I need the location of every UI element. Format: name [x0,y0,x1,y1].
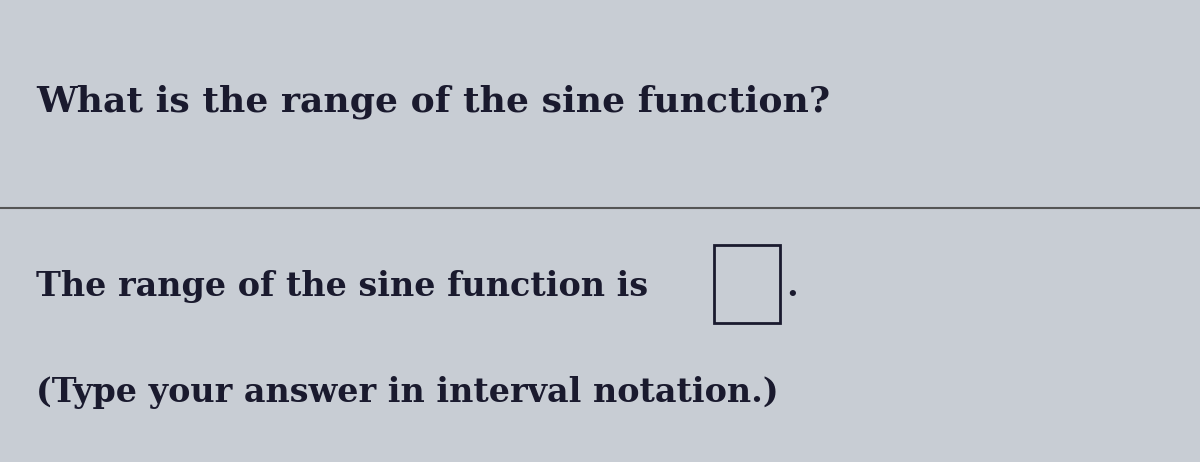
FancyBboxPatch shape [714,245,780,323]
Text: (Type your answer in interval notation.): (Type your answer in interval notation.) [36,376,779,409]
Text: The range of the sine function is: The range of the sine function is [36,270,648,303]
Text: .: . [786,270,798,303]
Text: What is the range of the sine function?: What is the range of the sine function? [36,85,830,119]
